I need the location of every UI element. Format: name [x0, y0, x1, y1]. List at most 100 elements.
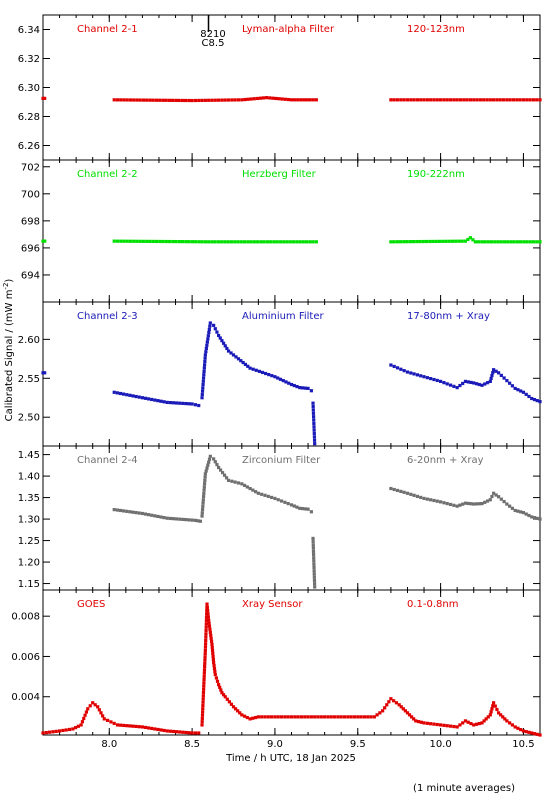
data-point — [273, 496, 277, 501]
data-point — [493, 704, 497, 708]
data-point — [292, 504, 296, 508]
data-point — [119, 723, 123, 727]
data-point — [187, 402, 191, 406]
data-point — [150, 726, 154, 731]
data-point — [389, 697, 393, 701]
data-point — [508, 721, 512, 725]
data-point — [435, 499, 439, 503]
data-point — [262, 240, 266, 244]
data-point — [445, 98, 449, 102]
data-point — [159, 515, 163, 519]
data-point — [207, 327, 211, 331]
data-point — [527, 730, 531, 734]
data-point — [187, 240, 191, 244]
data-point — [154, 239, 159, 244]
y-tick-label: 1.30 — [18, 515, 40, 526]
data-point — [399, 240, 403, 244]
data-point — [122, 239, 126, 243]
data-point — [181, 240, 185, 244]
data-point — [159, 399, 163, 403]
data-point — [495, 707, 499, 712]
data-point — [240, 713, 244, 717]
data-point — [200, 716, 204, 721]
data-point — [217, 465, 221, 470]
data-point — [405, 491, 410, 495]
data-point — [303, 715, 307, 719]
data-point — [202, 668, 207, 672]
data-point — [238, 711, 242, 715]
data-point — [203, 645, 208, 649]
data-point — [202, 363, 207, 367]
data-point — [44, 730, 48, 735]
data-point — [203, 353, 207, 357]
y-tick-label: 1.45 — [18, 450, 40, 461]
data-point — [442, 501, 446, 505]
data-point — [532, 732, 537, 736]
data-point — [174, 98, 178, 102]
data-point — [101, 714, 105, 718]
data-point — [208, 627, 212, 631]
data-point — [463, 239, 468, 243]
data-point — [499, 713, 503, 717]
data-point — [102, 717, 106, 721]
data-point — [296, 98, 300, 102]
data-point — [336, 715, 340, 719]
data-point — [503, 717, 507, 721]
data-point — [538, 733, 542, 737]
data-point — [119, 98, 123, 102]
data-point — [171, 401, 176, 405]
data-point — [43, 239, 47, 243]
data-point — [200, 240, 204, 244]
series-points — [41, 96, 542, 103]
data-point — [505, 98, 509, 102]
data-point — [143, 396, 148, 400]
data-point — [240, 98, 244, 102]
data-point — [249, 240, 253, 244]
data-point — [312, 575, 316, 579]
data-point — [349, 715, 353, 719]
data-point — [527, 513, 531, 518]
data-point — [473, 240, 477, 244]
data-point — [178, 517, 182, 521]
data-point — [207, 240, 211, 244]
data-point — [207, 457, 212, 461]
data-point — [471, 238, 475, 242]
data-point — [461, 502, 465, 506]
x-tick-label: 10.0 — [429, 739, 451, 750]
data-point — [392, 98, 396, 102]
data-point — [184, 730, 188, 735]
data-point — [246, 240, 250, 244]
data-point — [369, 715, 373, 719]
data-point — [193, 518, 198, 522]
data-point — [41, 371, 45, 375]
data-point — [236, 357, 241, 361]
data-point — [119, 239, 123, 243]
data-point — [515, 98, 519, 102]
data-point — [187, 518, 191, 522]
data-point — [289, 382, 294, 387]
data-point — [229, 702, 234, 706]
data-point — [286, 715, 290, 719]
data-point — [298, 506, 302, 510]
series-points — [41, 602, 542, 737]
data-point — [210, 98, 214, 102]
data-point — [161, 98, 165, 102]
data-point — [201, 710, 205, 714]
data-point — [200, 514, 204, 518]
data-point — [402, 240, 406, 244]
panel-frame — [42, 445, 541, 591]
data-point — [220, 691, 224, 695]
data-point — [190, 402, 194, 406]
data-point — [488, 98, 492, 102]
data-point — [125, 724, 129, 728]
data-point — [196, 519, 200, 523]
data-point — [242, 483, 247, 488]
data-point — [278, 240, 283, 244]
data-point — [399, 367, 403, 371]
data-point — [387, 700, 391, 704]
data-point — [463, 501, 468, 505]
data-point — [480, 502, 484, 506]
data-point — [309, 715, 313, 719]
data-point — [167, 239, 172, 244]
data-point — [204, 622, 208, 626]
